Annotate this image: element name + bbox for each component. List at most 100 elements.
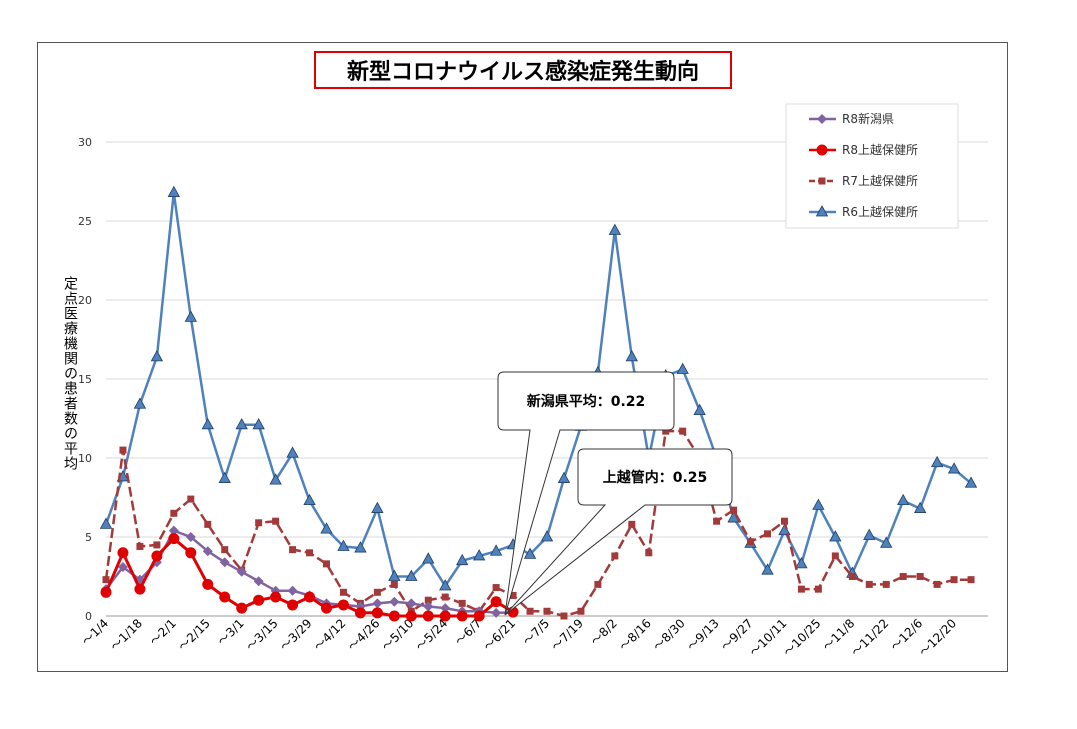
data-point xyxy=(456,610,468,622)
data-point xyxy=(492,584,500,592)
x-tick-label: ～5/24 xyxy=(413,616,450,653)
data-point xyxy=(458,599,466,607)
y-tick-label: 20 xyxy=(78,294,92,307)
data-point xyxy=(304,591,316,603)
data-point xyxy=(270,591,282,603)
data-point xyxy=(320,522,333,534)
data-point xyxy=(831,552,839,560)
x-tick-label: ～10/25 xyxy=(781,616,824,659)
data-point xyxy=(354,607,366,619)
data-point xyxy=(150,350,164,362)
data-point xyxy=(795,557,808,569)
data-point xyxy=(778,523,791,536)
data-point xyxy=(423,601,434,612)
data-point xyxy=(337,599,349,611)
series-1 xyxy=(100,533,519,622)
series-line xyxy=(104,191,972,588)
data-point xyxy=(252,417,265,430)
data-point xyxy=(100,586,112,598)
data-point xyxy=(662,427,670,435)
data-point xyxy=(406,598,417,609)
callout-joetsu: 上越管内：0.25 xyxy=(504,448,733,616)
data-point xyxy=(812,498,825,510)
x-tick-label: ～1/4 xyxy=(79,616,111,648)
data-point xyxy=(371,607,383,619)
data-point xyxy=(102,576,110,584)
legend-label: R8新潟県 xyxy=(842,111,894,126)
data-point xyxy=(848,573,856,580)
data-point xyxy=(441,593,449,601)
data-point xyxy=(372,598,383,609)
data-point xyxy=(323,560,330,568)
x-tick-label: ～3/29 xyxy=(277,616,314,653)
data-point xyxy=(509,591,517,599)
y-axis-label: 定点医療機関の患者数の平均 xyxy=(62,276,78,471)
data-point xyxy=(899,573,907,580)
data-point xyxy=(473,610,485,622)
data-point xyxy=(269,473,282,485)
data-point xyxy=(611,552,619,560)
x-tick-label: ～11/22 xyxy=(849,616,892,659)
x-tick-label: ～6/21 xyxy=(481,616,518,653)
data-point xyxy=(491,607,502,618)
x-tick-label: ～8/30 xyxy=(650,616,687,653)
legend-item: R8新潟県 xyxy=(809,111,894,126)
data-point xyxy=(373,588,381,596)
data-point xyxy=(389,596,400,607)
chart-frame xyxy=(37,42,1008,672)
data-point xyxy=(523,547,537,559)
data-point xyxy=(764,530,771,538)
x-tick-label: ～12/20 xyxy=(916,616,959,659)
data-point xyxy=(625,350,638,362)
data-point xyxy=(167,185,181,197)
data-point xyxy=(187,495,195,503)
y-tick-label: 30 xyxy=(78,136,92,149)
legend-marker xyxy=(818,177,826,185)
series-group xyxy=(99,185,978,622)
data-point xyxy=(253,576,264,587)
data-point xyxy=(219,591,231,603)
data-point xyxy=(134,583,146,595)
data-point xyxy=(456,553,469,566)
data-point xyxy=(913,501,927,513)
data-point xyxy=(693,403,706,415)
data-point xyxy=(628,520,636,528)
data-point xyxy=(236,566,247,577)
data-point xyxy=(306,549,314,557)
legend-marker xyxy=(815,205,829,217)
x-tick-label: ～8/2 xyxy=(588,616,620,648)
data-point xyxy=(255,519,263,527)
data-point xyxy=(287,599,299,611)
data-point xyxy=(390,580,398,588)
data-point xyxy=(303,493,316,506)
legend: R8新潟県 R8上越保健所 R7上越保健所 R6上越保健所 xyxy=(785,103,959,229)
data-point xyxy=(236,602,248,614)
data-point xyxy=(577,607,585,615)
callout-joetsu-shape xyxy=(504,448,733,616)
series-line xyxy=(104,429,971,618)
data-point xyxy=(933,580,941,588)
callout-joetsu-text: 上越管内：0.25 xyxy=(603,469,708,486)
legend-marker xyxy=(817,114,827,124)
data-point xyxy=(472,549,486,561)
x-tick-label: ～9/13 xyxy=(684,616,721,653)
data-point xyxy=(608,223,622,235)
data-point xyxy=(286,446,299,458)
data-point xyxy=(405,569,418,581)
data-point xyxy=(371,501,384,513)
data-point xyxy=(967,576,975,584)
x-tick-label: ～4/26 xyxy=(345,616,382,653)
x-tick-label: ～8/16 xyxy=(616,616,653,653)
y-axis-ticks: 0 5 10 15 20 25 30 xyxy=(78,136,92,623)
data-point xyxy=(422,610,434,622)
data-point xyxy=(117,547,129,559)
data-point xyxy=(287,585,298,596)
data-point xyxy=(133,397,147,409)
data-point xyxy=(780,517,788,525)
legend-label: R8上越保健所 xyxy=(842,143,918,157)
callout-niigata-text: 新潟県平均：0.22 xyxy=(527,393,646,410)
data-point xyxy=(422,552,435,564)
data-point xyxy=(289,546,297,554)
x-tick-label: ～4/12 xyxy=(311,616,348,653)
data-point xyxy=(424,596,432,604)
